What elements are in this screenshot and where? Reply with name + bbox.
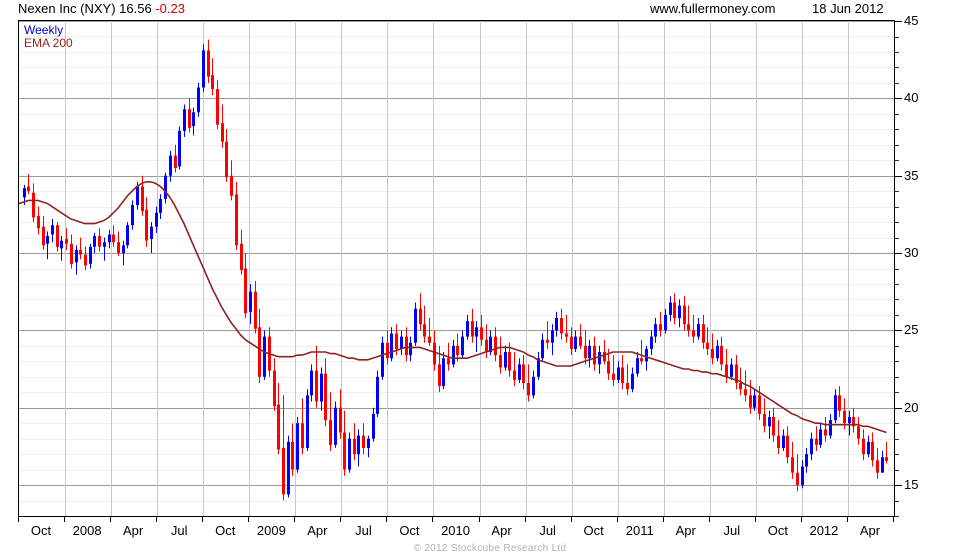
time-axis: Oct 2008 Apr Jul Oct 2009 Apr Jul Oct 2010 Apr Jul O… <box>18 517 895 543</box>
last-price: 16.56 <box>119 1 152 16</box>
legend-ema: EMA 200 <box>24 36 73 50</box>
copyright-notice: © 2012 Stockcube Research Ltd <box>413 543 567 554</box>
time-axis-label: Oct <box>767 523 788 538</box>
legend-interval: Weekly <box>24 23 64 37</box>
time-axis-label: Oct <box>399 523 420 538</box>
time-axis-label: 2011 <box>625 523 654 538</box>
price-plot-area: Weekly EMA 200 <box>18 20 895 517</box>
candlestick-series <box>19 39 888 501</box>
time-axis-label: Apr <box>491 523 512 538</box>
time-axis-label: Jul <box>539 523 556 538</box>
chart-legend: Weekly EMA 200 <box>24 24 73 50</box>
time-axis-label: Apr <box>307 523 328 538</box>
time-axis-label: Jul <box>355 523 372 538</box>
time-axis-label: Oct <box>583 523 604 538</box>
time-axis-label: Oct <box>215 523 236 538</box>
time-axis-label: Apr <box>675 523 696 538</box>
time-axis-label: 2010 <box>441 523 470 538</box>
instrument-name: Nexen Inc (NXY) <box>18 1 116 16</box>
price-axis: 15 20 25 30 35 40 45 <box>895 14 980 517</box>
chart-header: Nexen Inc (NXY) 16.56 -0.23 www.fullermo… <box>0 0 980 20</box>
site-url: www.fullermoney.com <box>650 1 776 16</box>
time-axis-label: Jul <box>723 523 741 538</box>
instrument-quote: Nexen Inc (NXY) 16.56 -0.23 <box>18 1 185 16</box>
time-axis-label: 2008 <box>72 523 102 538</box>
time-axis-label: Oct <box>30 523 52 538</box>
time-axis-label: Apr <box>859 523 881 538</box>
chart-gridlines <box>19 21 894 516</box>
time-axis-label: Jul <box>170 523 188 538</box>
time-axis-label: Apr <box>123 523 144 538</box>
chart-date: 18 Jun 2012 <box>812 1 884 16</box>
time-axis-label: 2012 <box>809 523 839 538</box>
time-axis-label: 2009 <box>256 523 286 538</box>
price-change: -0.23 <box>155 1 185 16</box>
